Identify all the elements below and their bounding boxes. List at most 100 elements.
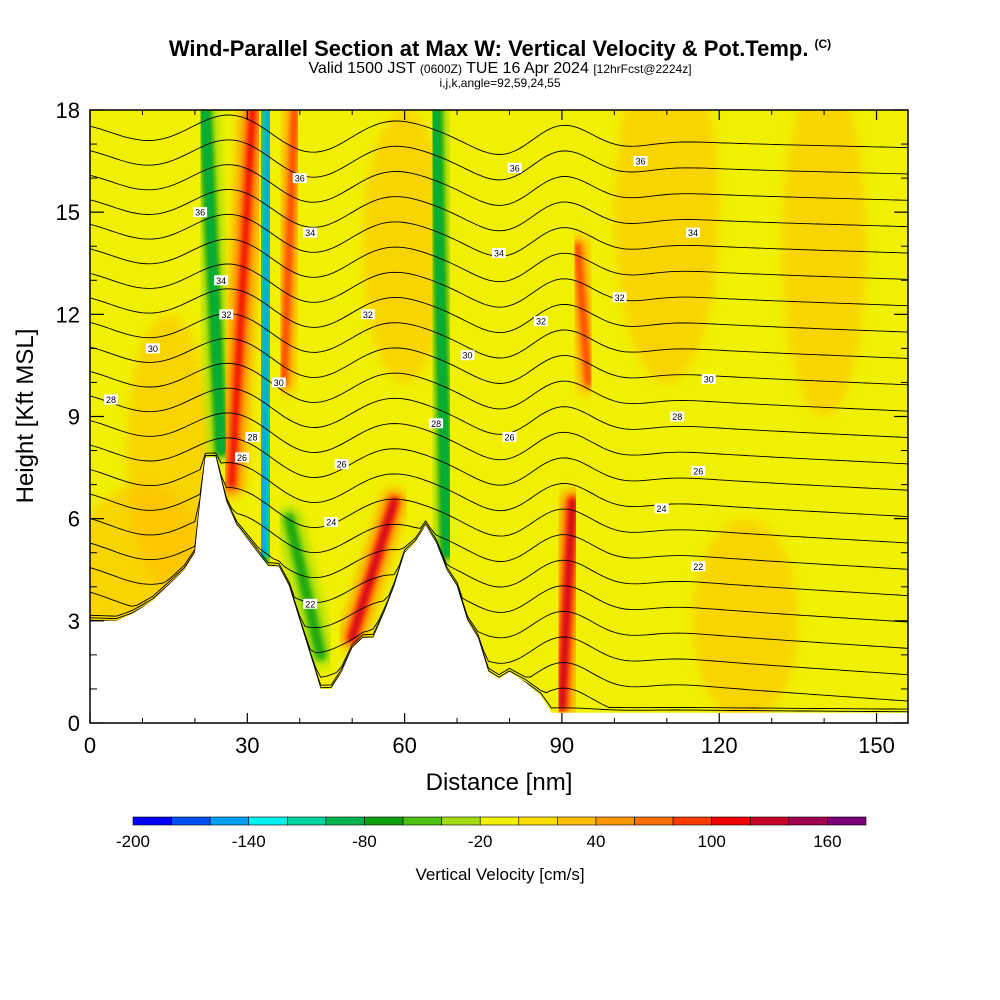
colorbar-swatch	[325, 816, 365, 826]
grid-info: i,j,k,angle=92,59,24,55	[439, 76, 561, 90]
colorbar-tick-label: -20	[468, 832, 493, 851]
forecast-info: [12hrFcst@2224z]	[593, 62, 692, 76]
theta-contour	[90, 238, 908, 283]
theta-contour-label: 34	[494, 249, 504, 259]
colorbar-swatch	[518, 816, 558, 826]
theta-contour-label: 34	[216, 276, 226, 286]
theta-contour-label: 32	[363, 310, 373, 320]
colorbar-swatch	[209, 816, 250, 826]
theta-label-bg	[686, 227, 701, 238]
colorbar-swatch	[479, 816, 520, 826]
theta-label-bg	[670, 411, 685, 422]
colorbar-swatch	[248, 816, 288, 826]
downdraft-core	[202, 110, 224, 454]
theta-contour-label: 26	[337, 460, 347, 470]
downdraft-core	[286, 516, 324, 658]
theta-label-bg	[245, 431, 260, 442]
x-tick-label: 0	[84, 733, 96, 758]
valid-date: TUE 16 Apr 2024	[466, 60, 589, 77]
colorbar-swatch	[557, 816, 597, 826]
colorbar-tick-label: -200	[116, 832, 150, 851]
colorbar-swatch	[634, 816, 674, 826]
theta-contour	[90, 139, 908, 181]
theta-contour-label: 36	[295, 174, 305, 184]
theta-contour-label: 32	[536, 317, 546, 327]
theta-contour	[90, 454, 908, 544]
theta-label-bg	[145, 343, 160, 354]
theta-label-bg	[429, 418, 444, 429]
colorbar-swatch	[364, 816, 404, 826]
colorbar-swatch	[711, 816, 751, 826]
theta-label-bg	[303, 227, 318, 238]
theta-label-bg	[492, 248, 506, 259]
theta-contour	[90, 412, 908, 465]
theta-contour-label: 30	[274, 378, 284, 388]
field-patch	[693, 518, 798, 723]
downdraft-core	[260, 110, 271, 556]
theta-contour-labels: 36 36 36 36 34 34 34 34 32 32 32 32 30 30 30 30 28 28 28 28…	[103, 156, 716, 609]
y-tick-label: 3	[68, 609, 80, 634]
theta-contour-label: 28	[431, 419, 441, 429]
colorbar-swatch	[672, 816, 712, 826]
theta-contour	[90, 114, 908, 155]
theta-contour-label: 26	[693, 466, 703, 476]
colorbar-swatch	[287, 816, 327, 826]
field-patch	[614, 110, 720, 383]
theta-label-bg	[303, 598, 318, 609]
theta-label-bg	[235, 452, 250, 463]
theta-contour-label: 36	[195, 208, 205, 218]
theta-contour-label: 28	[248, 432, 258, 442]
theta-contour-label: 36	[510, 163, 520, 173]
colorbar-swatch	[402, 816, 442, 826]
theta-label-bg	[633, 156, 648, 167]
theta-contour	[90, 387, 908, 438]
y-tick-label: 6	[68, 507, 80, 532]
valid-zulu: (0600Z)	[419, 62, 462, 76]
y-tick-label: 15	[56, 200, 80, 225]
x-axis-label: Distance [nm]	[426, 769, 573, 796]
updraft-core	[281, 110, 297, 385]
colorbar-swatch	[749, 816, 790, 826]
theta-contour	[90, 263, 908, 308]
theta-label-bg	[654, 503, 669, 514]
updraft-core	[229, 110, 256, 488]
theta-label-bg	[460, 350, 475, 361]
field-patch	[782, 110, 867, 417]
theta-label-bg	[691, 465, 706, 476]
x-tick-label: 90	[550, 733, 574, 758]
colorbar-title: Vertical Velocity [cm/s]	[415, 865, 584, 884]
theta-contour	[90, 459, 908, 597]
theta-contour	[90, 338, 908, 386]
theta-label-bg	[193, 207, 208, 218]
colorbar-tick-label: 40	[586, 832, 605, 851]
theta-contour	[90, 362, 908, 412]
theta-contour-label: 32	[615, 293, 625, 303]
theta-contour-label: 22	[693, 562, 703, 572]
theta-contour-label: 34	[305, 228, 315, 238]
theta-label-bg	[360, 309, 375, 320]
field-patch	[362, 110, 447, 383]
theta-label-bg	[701, 374, 716, 385]
theta-label-bg	[219, 309, 234, 320]
x-tick-label: 150	[858, 733, 895, 758]
colorbar-tick-label: -80	[352, 832, 377, 851]
theta-contour-label: 36	[636, 157, 646, 167]
theta-label-bg	[533, 316, 548, 327]
x-tick-label: 60	[392, 733, 416, 758]
theta-contour-label: 24	[657, 504, 667, 514]
y-axis-label: Height [Kft MSL]	[12, 329, 39, 504]
theta-contour	[90, 189, 908, 232]
colorbar-swatch	[441, 816, 481, 826]
y-tick-label: 18	[56, 98, 80, 123]
theta-contour-label: 26	[237, 453, 247, 463]
colorbar-tick-label: 160	[813, 832, 841, 851]
colorbar-swatch	[827, 816, 867, 826]
updraft-core	[575, 243, 591, 385]
theta-label-bg	[292, 173, 307, 184]
colorbar-swatch	[788, 816, 828, 826]
copyright-mark: (C)	[814, 36, 832, 51]
colorbar-tick-label: -140	[232, 832, 266, 851]
theta-contour-label: 30	[704, 375, 714, 385]
